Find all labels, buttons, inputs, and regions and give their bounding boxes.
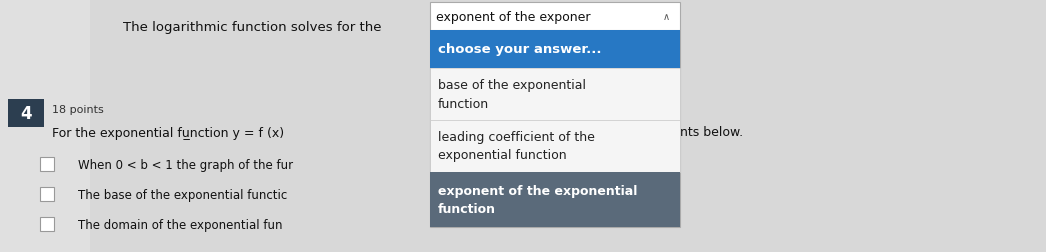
- Text: exponent of the exponer: exponent of the exponer: [436, 11, 591, 23]
- Bar: [430, 3, 680, 31]
- Text: The domain of the exponential fun: The domain of the exponential fun: [78, 218, 282, 231]
- Text: leading coefficient of the
exponential function: leading coefficient of the exponential f…: [438, 131, 595, 162]
- Text: For the exponential fu̲nction y = f (x): For the exponential fu̲nction y = f (x): [52, 126, 285, 139]
- Text: base of the exponential
function: base of the exponential function: [438, 79, 586, 110]
- Text: The logarithmic function solves for the: The logarithmic function solves for the: [123, 21, 382, 34]
- Bar: [0, 0, 90, 252]
- Bar: [40, 217, 54, 231]
- Text: 18 points: 18 points: [52, 105, 104, 115]
- Bar: [8, 100, 44, 128]
- Bar: [430, 69, 680, 120]
- Text: exponent of the exponential
function: exponent of the exponential function: [438, 184, 637, 215]
- Bar: [430, 120, 680, 172]
- Text: choose your answer...: choose your answer...: [438, 43, 601, 56]
- Text: When 0 < b < 1 the graph of the fur: When 0 < b < 1 the graph of the fur: [78, 158, 293, 171]
- Text: ∧: ∧: [662, 12, 669, 22]
- Bar: [430, 172, 680, 227]
- Text: nts below.: nts below.: [680, 126, 743, 139]
- Bar: [430, 31, 680, 227]
- Text: 4: 4: [20, 105, 31, 122]
- Text: The base of the exponential functic: The base of the exponential functic: [78, 188, 288, 201]
- Bar: [40, 187, 54, 201]
- Bar: [40, 158, 54, 171]
- Bar: [430, 31, 680, 69]
